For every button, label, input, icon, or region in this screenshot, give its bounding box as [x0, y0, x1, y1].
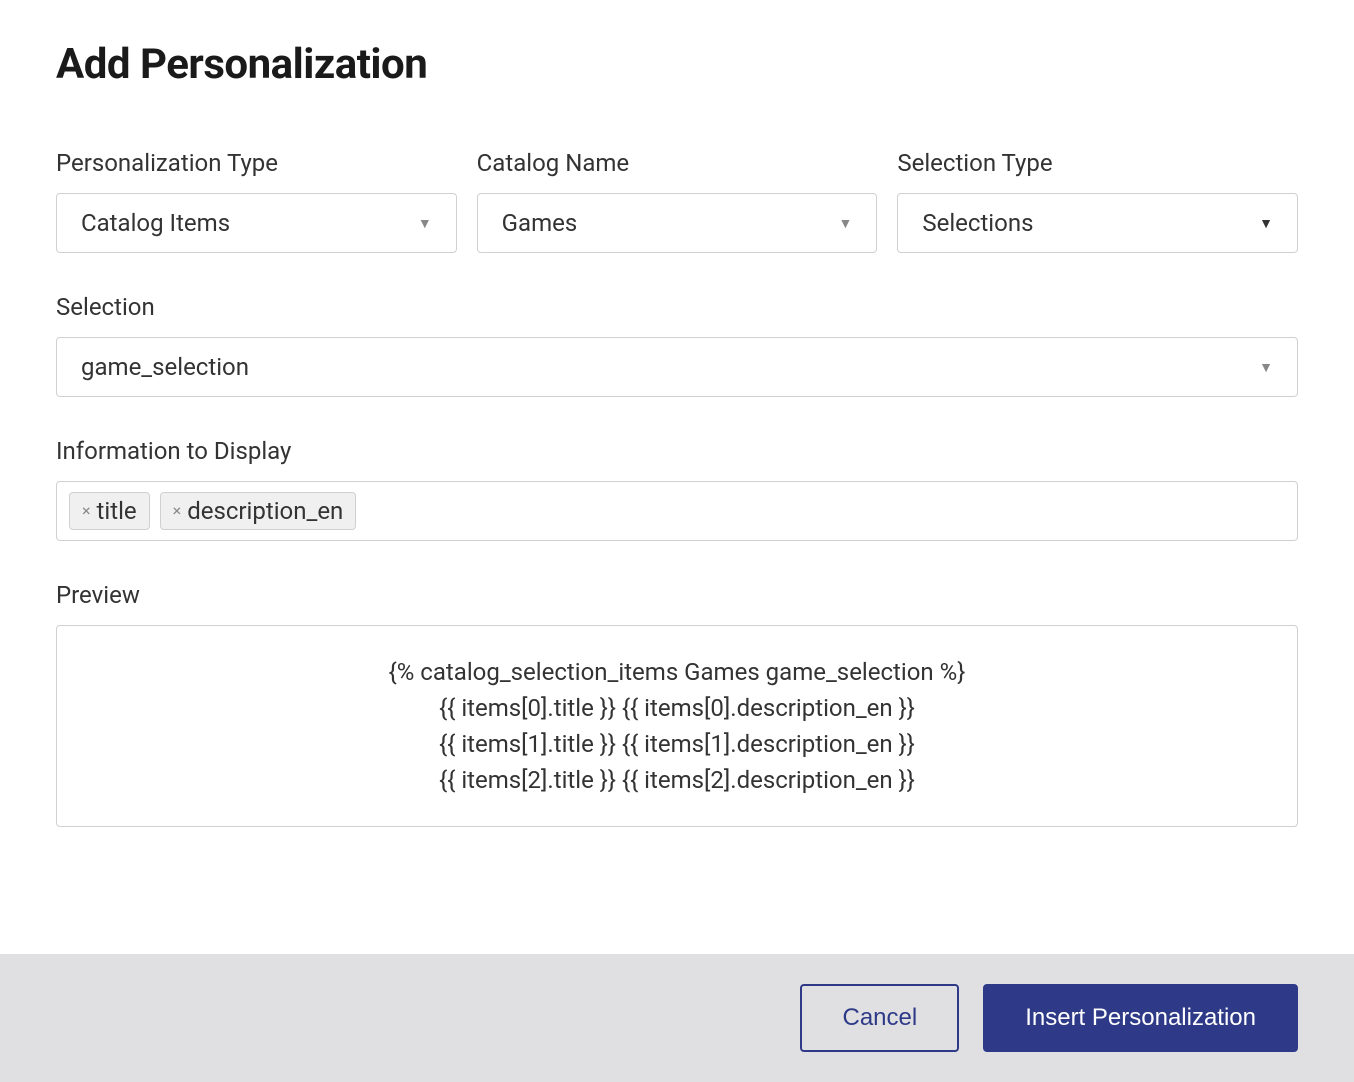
- catalog-name-label: Catalog Name: [477, 149, 878, 177]
- preview-box: {% catalog_selection_items Games game_se…: [56, 625, 1298, 827]
- preview-label: Preview: [56, 581, 1298, 609]
- catalog-name-group: Catalog Name Games ▼: [477, 149, 878, 253]
- info-display-label: Information to Display: [56, 437, 1298, 465]
- modal-footer: Cancel Insert Personalization: [0, 954, 1354, 1082]
- insert-personalization-button[interactable]: Insert Personalization: [983, 984, 1298, 1052]
- page-title: Add Personalization: [56, 40, 1298, 89]
- chevron-down-icon: ▼: [1259, 215, 1273, 232]
- personalization-type-select[interactable]: Catalog Items ▼: [56, 193, 457, 253]
- add-personalization-modal: Add Personalization Personalization Type…: [0, 0, 1354, 1082]
- personalization-type-label: Personalization Type: [56, 149, 457, 177]
- selection-value: game_selection: [81, 353, 1259, 381]
- selection-select[interactable]: game_selection ▼: [56, 337, 1298, 397]
- chevron-down-icon: ▼: [1259, 359, 1273, 376]
- preview-line: {{ items[1].title }} {{ items[1].descrip…: [77, 726, 1277, 762]
- preview-line: {{ items[0].title }} {{ items[0].descrip…: [77, 690, 1277, 726]
- catalog-name-value: Games: [502, 209, 839, 237]
- preview-line: {{ items[2].title }} {{ items[2].descrip…: [77, 762, 1277, 798]
- personalization-type-value: Catalog Items: [81, 209, 418, 237]
- info-display-group: Information to Display × title × descrip…: [56, 437, 1298, 541]
- selection-type-select[interactable]: Selections ▼: [897, 193, 1298, 253]
- info-display-input[interactable]: × title × description_en: [56, 481, 1298, 541]
- tag-label: description_en: [187, 497, 343, 525]
- preview-line: {% catalog_selection_items Games game_se…: [77, 654, 1277, 690]
- modal-content: Add Personalization Personalization Type…: [0, 0, 1354, 954]
- selection-group: Selection game_selection ▼: [56, 293, 1298, 397]
- form-row-top: Personalization Type Catalog Items ▼ Cat…: [56, 149, 1298, 253]
- chevron-down-icon: ▼: [418, 215, 432, 232]
- tag-title: × title: [69, 492, 150, 530]
- preview-group: Preview {% catalog_selection_items Games…: [56, 581, 1298, 827]
- close-icon[interactable]: ×: [173, 503, 182, 519]
- tag-label: title: [97, 497, 137, 525]
- catalog-name-select[interactable]: Games ▼: [477, 193, 878, 253]
- personalization-type-group: Personalization Type Catalog Items ▼: [56, 149, 457, 253]
- close-icon[interactable]: ×: [82, 503, 91, 519]
- selection-type-label: Selection Type: [897, 149, 1298, 177]
- chevron-down-icon: ▼: [838, 215, 852, 232]
- cancel-button[interactable]: Cancel: [800, 984, 959, 1052]
- selection-type-value: Selections: [922, 209, 1259, 237]
- tag-description: × description_en: [160, 492, 357, 530]
- selection-label: Selection: [56, 293, 1298, 321]
- selection-type-group: Selection Type Selections ▼: [897, 149, 1298, 253]
